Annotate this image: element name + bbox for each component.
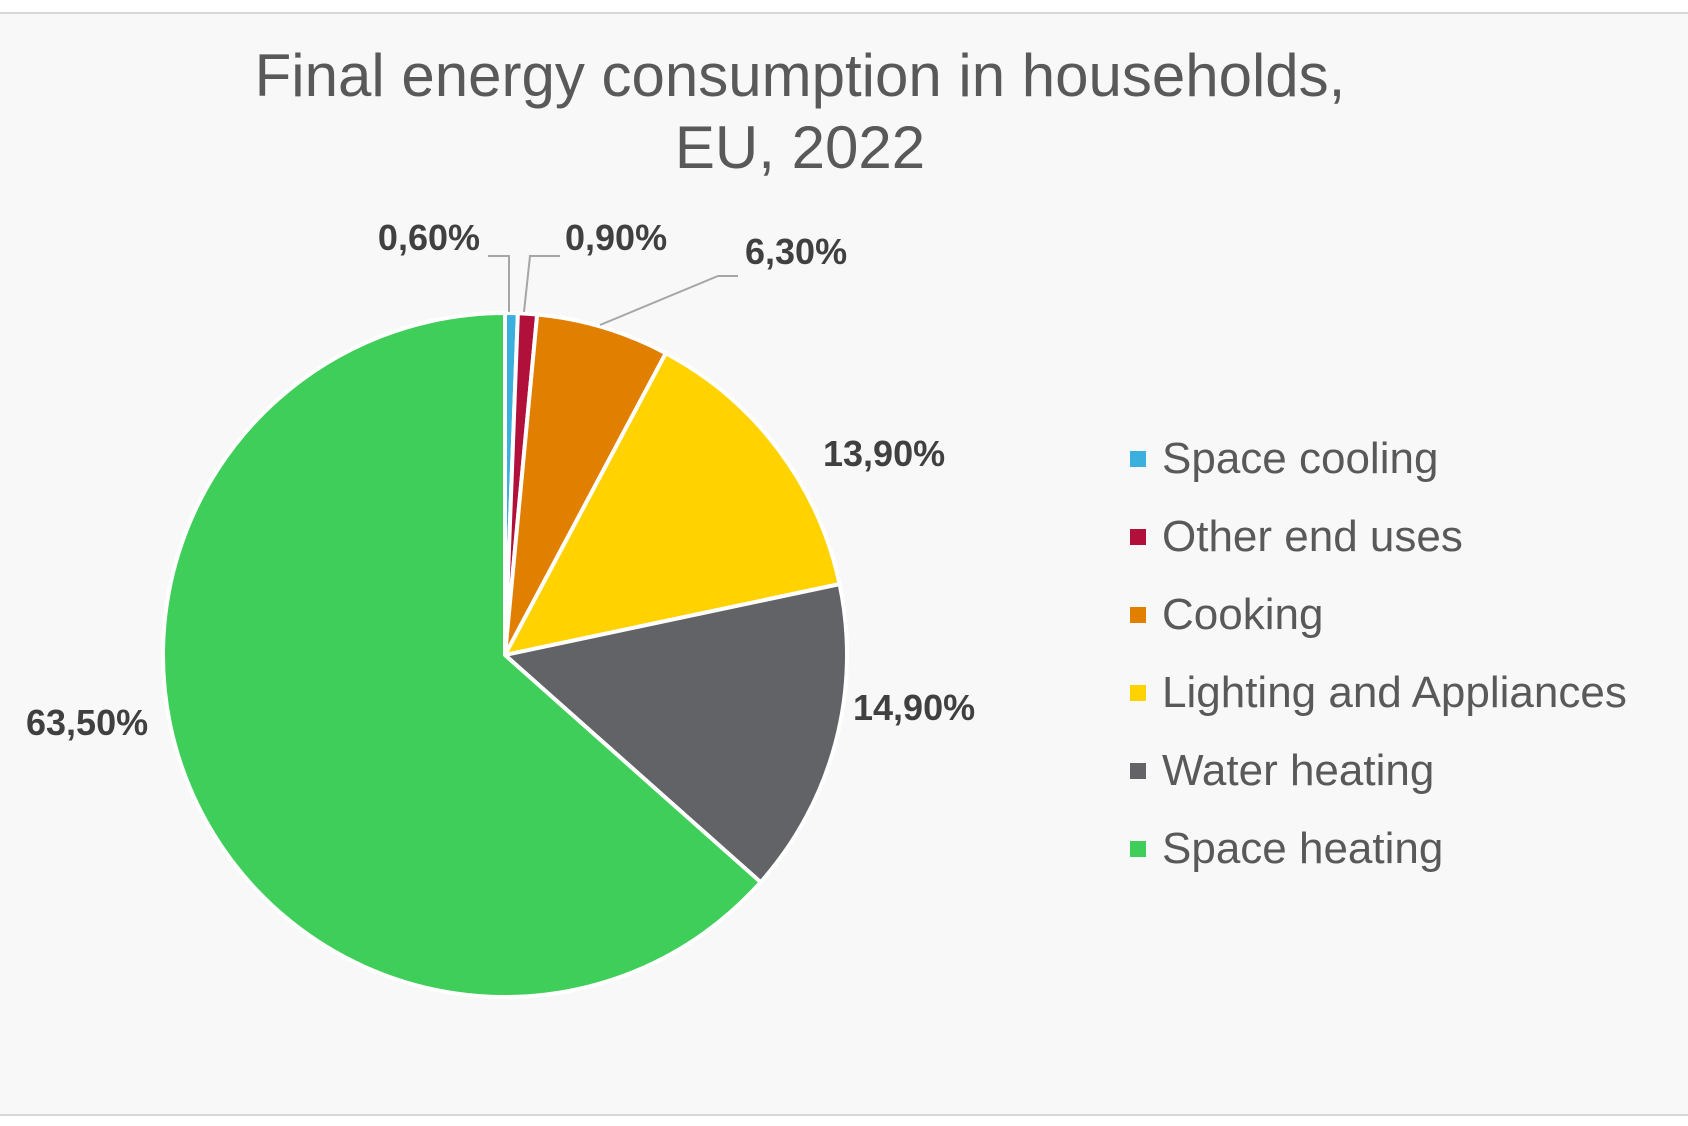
legend-swatch <box>1130 763 1146 779</box>
legend-label: Lighting and Appliances <box>1162 668 1627 717</box>
pie-slice-lighting-and-appliances <box>503 351 842 657</box>
data-label-lighting-and-appliances: 13,90% <box>823 433 945 474</box>
data-label-other-end-uses: 0,90% <box>565 217 667 258</box>
legend-label: Space heating <box>1162 824 1444 873</box>
legend-item: Space cooling <box>1130 420 1627 498</box>
chart-title-line-1: Final energy consumption in households, <box>254 42 1346 109</box>
legend-swatch <box>1130 529 1146 545</box>
legend-item: Space heating <box>1130 810 1627 888</box>
legend-label: Other end uses <box>1162 512 1463 561</box>
pie-slice-space-heating <box>161 311 763 999</box>
legend-label: Space cooling <box>1162 434 1439 483</box>
legend-item: Cooking <box>1130 576 1627 654</box>
data-label-cooking: 6,30% <box>745 231 847 272</box>
legend-item: Other end uses <box>1130 498 1627 576</box>
leader-line <box>488 255 510 312</box>
legend-swatch <box>1130 451 1146 467</box>
data-label-space-heating: 63,50% <box>26 702 148 743</box>
legend-label: Water heating <box>1162 746 1435 795</box>
chart-title: Final energy consumption in households, … <box>0 40 1600 184</box>
legend-swatch <box>1130 841 1146 857</box>
legend-swatch <box>1130 607 1146 623</box>
legend-label: Cooking <box>1162 590 1324 639</box>
legend-swatch <box>1130 685 1146 701</box>
legend-item: Water heating <box>1130 732 1627 810</box>
legend-item: Lighting and Appliances <box>1130 654 1627 732</box>
chart-legend: Space cooling Other end uses Cooking Lighti… <box>1130 420 1627 888</box>
chart-title-line-2: EU, 2022 <box>674 114 926 181</box>
leader-line <box>523 255 560 313</box>
leader-line <box>599 275 738 326</box>
data-label-space-cooling: 0,60% <box>378 217 480 258</box>
pie-slice-water-heating <box>503 582 849 885</box>
data-label-water-heating: 14,90% <box>853 687 975 728</box>
pie-slice-cooking <box>503 312 668 657</box>
